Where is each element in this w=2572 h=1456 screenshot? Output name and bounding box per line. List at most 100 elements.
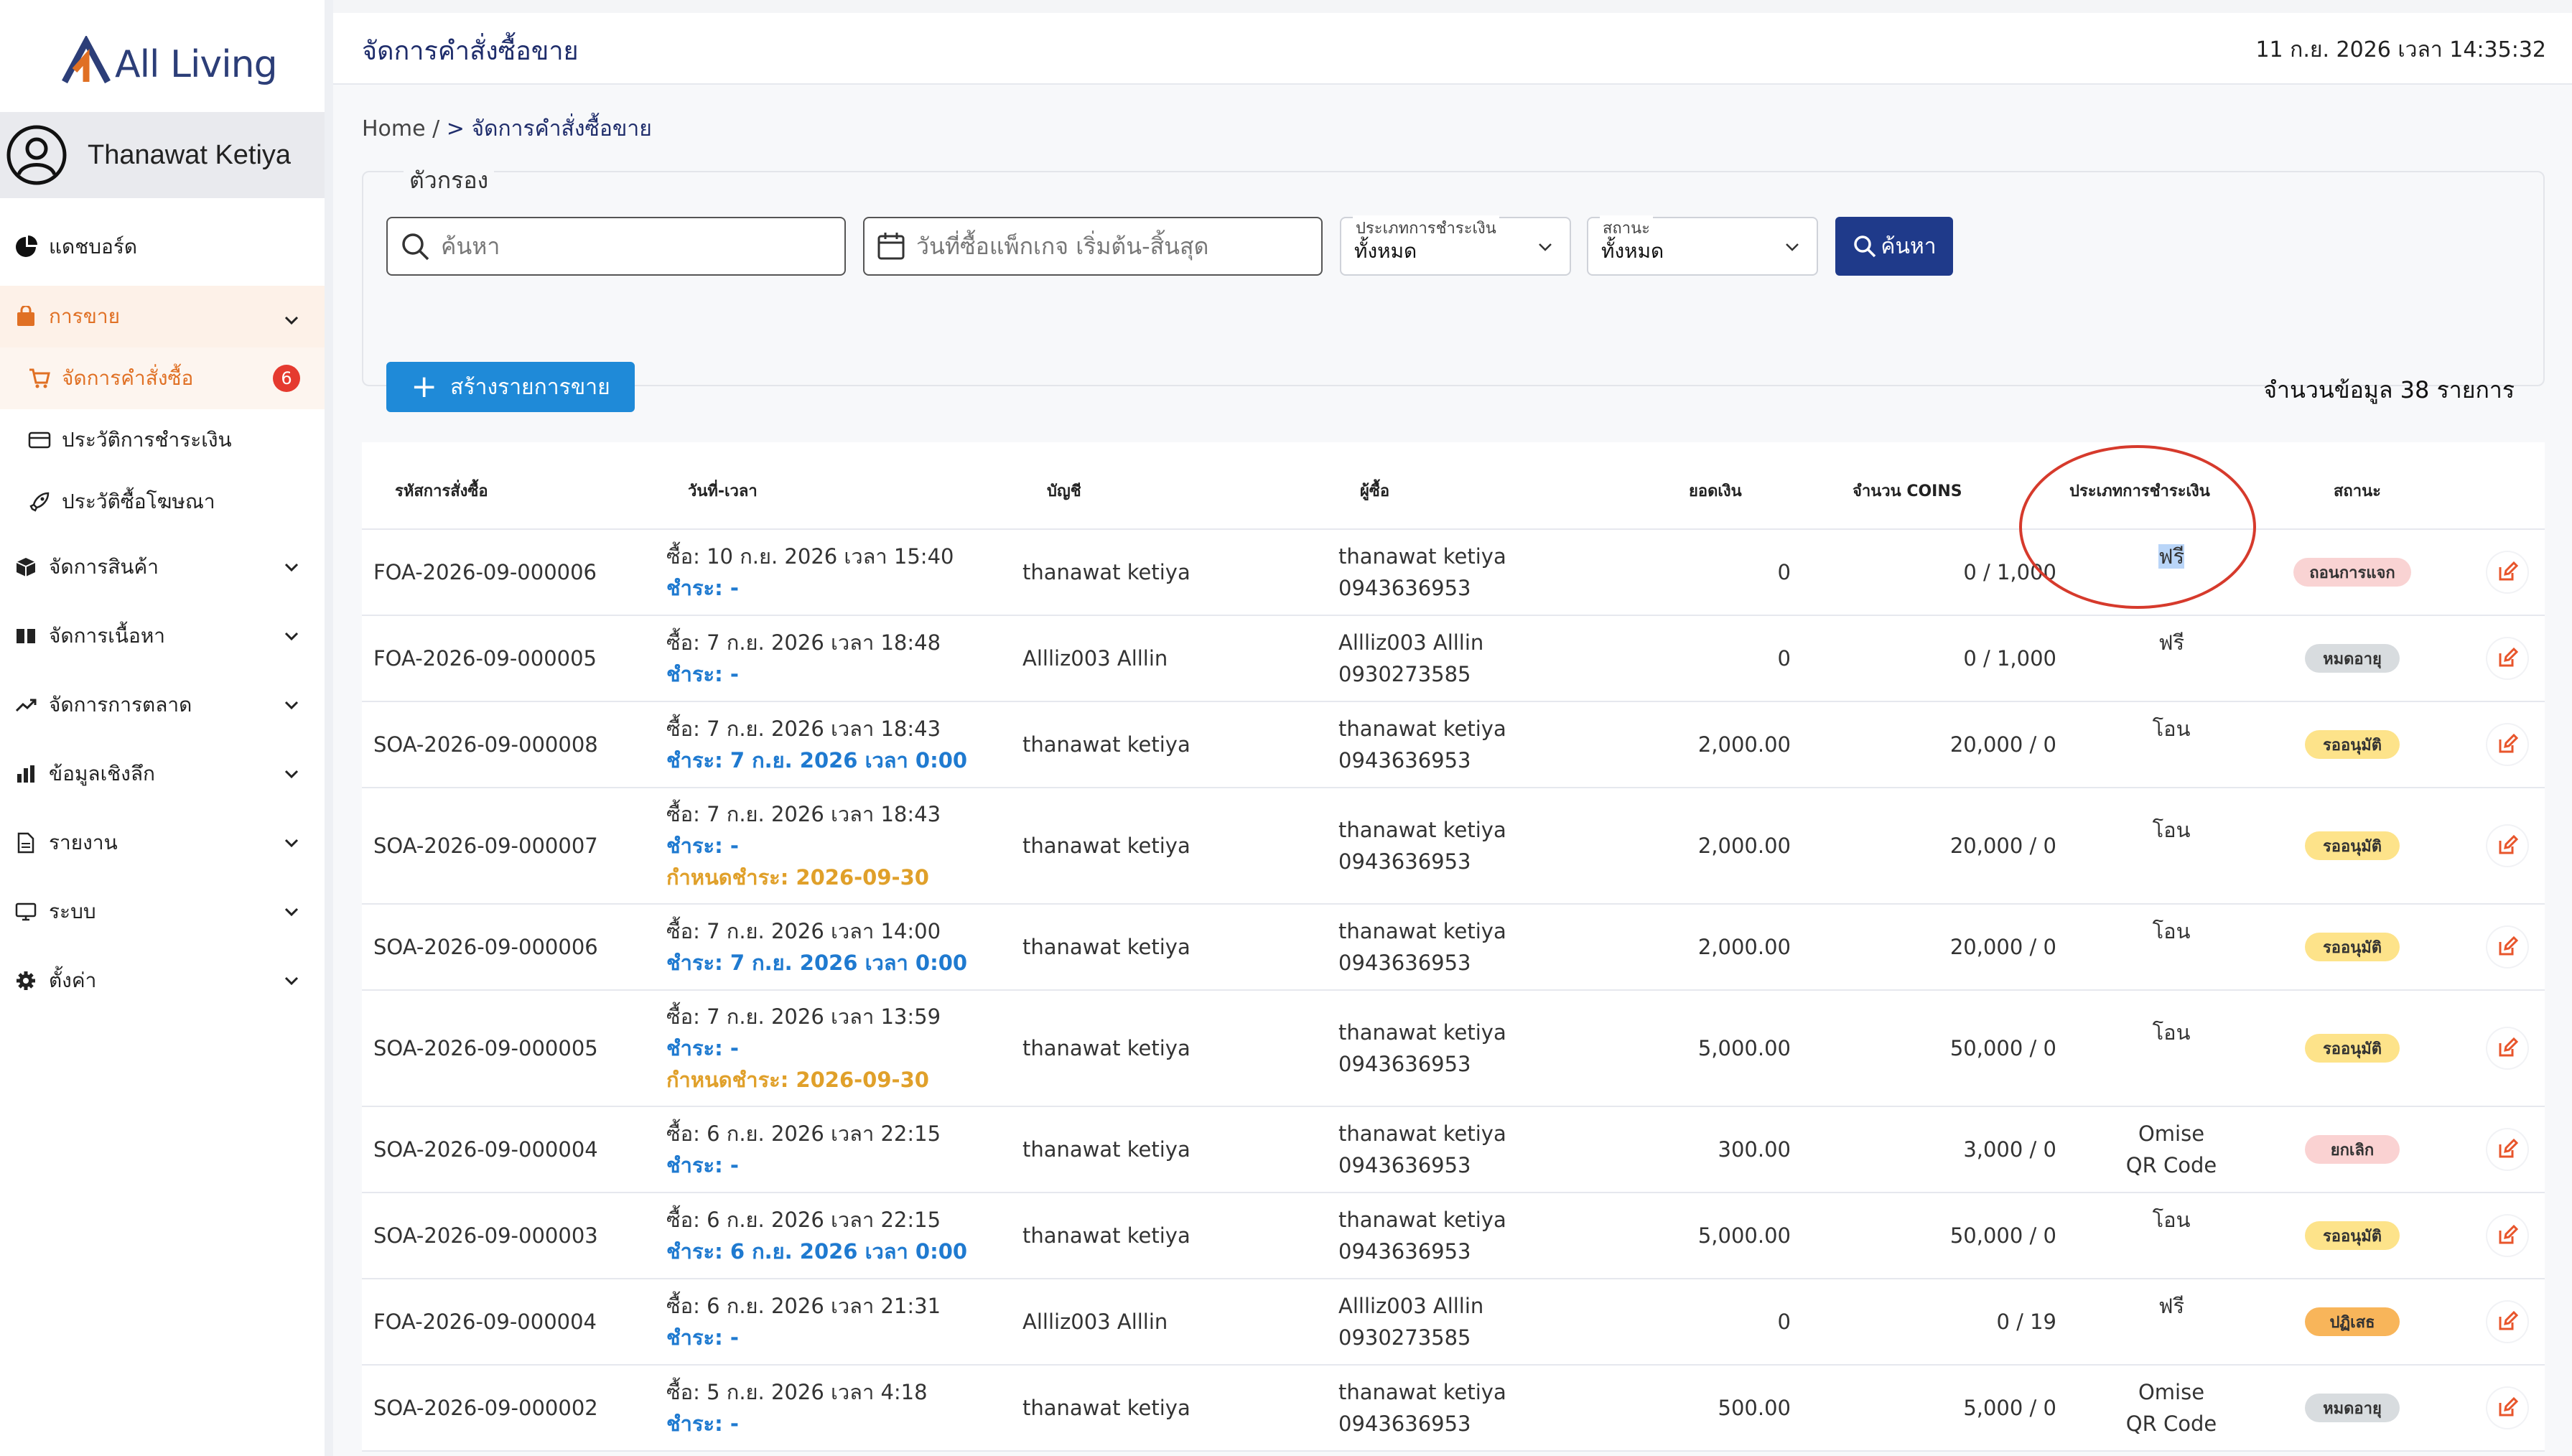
payment-type: โอน [2100,1204,2243,1236]
table-row[interactable]: SOA-2026-09-000002 ซื้อ: 5 ก.ย. 2026 เวลา… [362,1366,2545,1452]
edit-button[interactable] [2487,1129,2527,1170]
table-row[interactable]: FOA-2026-09-000005 ซื้อ: 7 ก.ย. 2026 เวลา… [362,616,2545,702]
order-id[interactable]: SOA-2026-09-000005 [373,1036,598,1060]
ordered-at: ซื้อ: 5 ก.ย. 2026 เวลา 4:18 [666,1380,928,1404]
edit-button[interactable] [2487,1302,2527,1342]
sidebar-item-system[interactable]: ระบบ [0,877,325,946]
brand-logo[interactable]: All Living [60,26,278,86]
order-id[interactable]: SOA-2026-09-000008 [373,732,598,757]
cart-icon [27,366,52,391]
edit-button[interactable] [2487,552,2527,592]
amount: 2,000.00 [1697,732,1791,757]
payment-type-primary: โอน [2152,1020,2191,1045]
order-id[interactable]: FOA-2026-09-000006 [373,560,597,584]
coins: 0 / 19 [1996,1310,2056,1334]
sidebar-item-label: ระบบ [49,900,96,923]
sidebar-item-products[interactable]: จัดการสินค้า [0,533,325,602]
date-range-input[interactable]: วันที่ซื้อแพ็กเกจ เริ่มต้น-สิ้นสุด [863,217,1323,276]
edit-button[interactable] [2487,927,2527,967]
paid-at: ชำระ: - [666,1325,739,1350]
sidebar-subitem-orders[interactable]: จัดการคำสั่งซื้อ 6 [0,347,325,409]
status-select[interactable]: สถานะ ทั้งหมด [1587,215,1818,276]
column-header[interactable]: บัญชี [1047,482,1081,500]
status-badge: หมดอายุ [2305,1394,2400,1422]
chevron-down-icon [1786,243,1799,251]
order-datetime: ซื้อ: 6 ก.ย. 2026 เวลา 22:15 ชำระ: 6 ก.ย.… [666,1204,967,1267]
table-row[interactable]: SOA-2026-09-000006 ซื้อ: 7 ก.ย. 2026 เวลา… [362,905,2545,991]
create-sale-button[interactable]: + สร้างรายการขาย [386,362,635,412]
order-id[interactable]: FOA-2026-09-000004 [373,1310,597,1334]
order-datetime: ซื้อ: 7 ก.ย. 2026 เวลา 18:43 ชำระ: 7 ก.ย.… [666,713,967,776]
table-row[interactable]: SOA-2026-09-000005 ซื้อ: 7 ก.ย. 2026 เวลา… [362,991,2545,1107]
sidebar-item-dashboard[interactable]: แดชบอร์ด [0,213,325,281]
column-header[interactable]: ผู้ซื้อ [1360,482,1390,500]
payment-type-primary: ฟรี [2158,630,2185,655]
coins: 3,000 / 0 [1963,1137,2056,1162]
order-id[interactable]: SOA-2026-09-000002 [373,1396,598,1420]
sidebar-item-content[interactable]: จัดการเนื้อหา [0,602,325,671]
column-header[interactable]: สถานะ [2334,482,2381,500]
sidebar-item-settings[interactable]: ตั้งค่า [0,946,325,1015]
search-button[interactable]: ค้นหา [1835,217,1953,276]
payment-type: Omise QR Code [2100,1376,2243,1439]
edit-button[interactable] [2487,724,2527,765]
order-id[interactable]: SOA-2026-09-000003 [373,1223,598,1248]
column-header[interactable]: รหัสการสั่งซื้อ [395,482,488,500]
order-id[interactable]: FOA-2026-09-000005 [373,646,597,671]
orders-count-badge: 6 [273,365,300,392]
payment-type: ฟรี [2100,1290,2243,1322]
order-datetime: ซื้อ: 10 ก.ย. 2026 เวลา 15:40 ชำระ: - [666,541,954,604]
edit-button[interactable] [2487,1388,2527,1428]
sidebar-subitem-label: ประวัติซื้อโฆษณา [62,490,215,513]
payment-type-secondary: QR Code [2125,1153,2217,1177]
table-row[interactable]: SOA-2026-09-000008 ซื้อ: 7 ก.ย. 2026 เวลา… [362,702,2545,788]
paid-at: ชำระ: - [666,834,739,858]
order-id[interactable]: SOA-2026-09-000007 [373,834,598,858]
sidebar-item-insights[interactable]: ข้อมูลเชิงลึก [0,739,325,808]
coins: 5,000 / 0 [1963,1396,2056,1420]
buyer-name: thanawat ketiya [1338,1020,1506,1045]
sidebar-item-marketing[interactable]: จัดการการตลาด [0,671,325,739]
status-badge: รออนุมัติ [2305,933,2400,961]
edit-button[interactable] [2487,1028,2527,1068]
order-id[interactable]: SOA-2026-09-000006 [373,935,598,959]
ordered-at: ซื้อ: 10 ก.ย. 2026 เวลา 15:40 [666,544,954,569]
column-header[interactable]: วันที่-เวลา [688,482,758,500]
table-row[interactable]: FOA-2026-09-000004 ซื้อ: 6 ก.ย. 2026 เวลา… [362,1279,2545,1366]
search-icon [402,233,429,261]
table-row[interactable]: SOA-2026-09-000004 ซื้อ: 6 ก.ย. 2026 เวลา… [362,1107,2545,1193]
payment-type: Omise QR Code [2100,1118,2243,1181]
filter-panel: ตัวกรอง [362,162,2545,386]
sidebar-subitem-ad-history[interactable]: ประวัติซื้อโฆษณา [0,471,325,533]
order-id[interactable]: SOA-2026-09-000004 [373,1137,598,1162]
column-header[interactable]: จำนวน COINS [1853,482,1962,500]
chevron-down-icon [284,701,299,710]
sidebar-item-reports[interactable]: รายงาน [0,808,325,877]
sidebar-item-label: จัดการเนื้อหา [49,624,166,648]
search-input[interactable]: ค้นหา [386,217,846,276]
payment-type-label: ประเภทการชำระเงิน [1353,215,1499,241]
order-datetime: ซื้อ: 7 ก.ย. 2026 เวลา 18:43 ชำระ: - กำหนด… [666,798,941,893]
breadcrumb-current: > จัดการคำสั่งซื้อขาย [446,116,652,141]
edit-button[interactable] [2487,826,2527,866]
account-name: thanawat ketiya [1022,732,1191,757]
plus-icon: + [411,368,438,405]
status-badge: ปฏิเสธ [2305,1307,2400,1336]
payment-type-select[interactable]: ประเภทการชำระเงิน ทั้งหมด [1340,215,1571,276]
account-name: thanawat ketiya [1022,560,1191,584]
column-header[interactable]: ยอดเงิน [1689,482,1742,500]
buyer-name: thanawat ketiya [1338,919,1506,943]
buyer-phone: 0930273585 [1338,662,1471,686]
sidebar-item-sales[interactable]: การขาย [0,286,325,347]
table-row[interactable]: SOA-2026-09-000003 ซื้อ: 6 ก.ย. 2026 เวลา… [362,1193,2545,1279]
paid-at: ชำระ: 7 ก.ย. 2026 เวลา 0:00 [666,951,968,975]
table-row[interactable]: SOA-2026-09-000007 ซื้อ: 7 ก.ย. 2026 เวลา… [362,788,2545,905]
breadcrumb: Home / > จัดการคำสั่งซื้อขาย [362,112,652,146]
sidebar-subitem-payment-history[interactable]: ประวัติการชำระเงิน [0,409,325,471]
edit-button[interactable] [2487,1215,2527,1256]
edit-icon [2499,1397,2518,1417]
breadcrumb-home[interactable]: Home [362,116,426,141]
edit-button[interactable] [2487,638,2527,678]
rocket-icon [27,490,52,514]
user-profile[interactable]: Thanawat Ketiya [0,112,325,198]
